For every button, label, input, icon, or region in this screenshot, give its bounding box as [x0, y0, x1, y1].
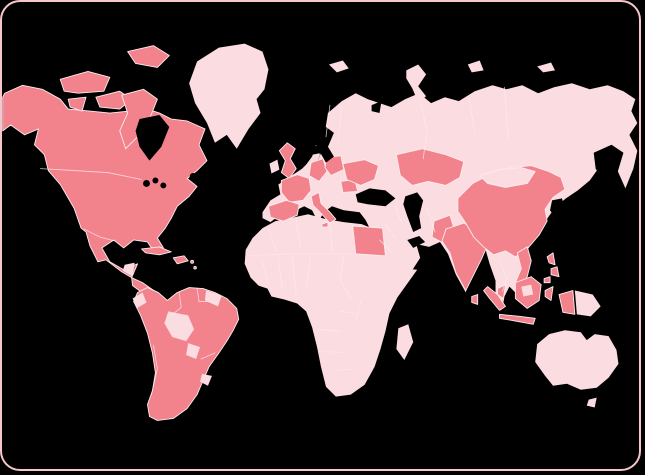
region-tasmania[interactable]: [586, 397, 597, 408]
region-south-america[interactable]: [133, 287, 240, 421]
sa-borders: [151, 288, 216, 396]
skagerrak: [308, 144, 323, 155]
region-egypt[interactable]: [352, 225, 386, 257]
black-sea: [355, 188, 396, 207]
hudson-bay: [135, 115, 170, 161]
region-poland[interactable]: [324, 155, 345, 176]
region-uk[interactable]: [278, 142, 297, 179]
korea-cutout: [550, 198, 566, 223]
region-canadian-arctic[interactable]: [59, 45, 170, 150]
region-hispaniola[interactable]: [172, 255, 189, 265]
na-borders: [39, 168, 142, 242]
persian-gulf: [407, 236, 426, 248]
region-novaya-zemlya[interactable]: [406, 64, 427, 103]
region-north-america[interactable]: [2, 84, 208, 279]
sea-of-okhotsk: [593, 144, 624, 185]
region-spain[interactable]: [268, 199, 300, 222]
region-china[interactable]: [457, 165, 566, 258]
region-sri-lanka[interactable]: [471, 294, 479, 305]
region-kalimantan-patch[interactable]: [521, 284, 534, 297]
russia-borders: [418, 86, 509, 160]
region-madagascar[interactable]: [396, 324, 414, 360]
europe-borders: [325, 104, 343, 142]
region-paraguay[interactable]: [186, 343, 201, 359]
baltic-sea: [316, 126, 334, 163]
region-philippines[interactable]: [543, 252, 560, 284]
region-italy[interactable]: [310, 191, 337, 224]
region-ecuador[interactable]: [132, 292, 147, 309]
great-lake-3: [160, 182, 167, 189]
region-guyana-suriname[interactable]: [204, 290, 222, 307]
region-ireland[interactable]: [269, 159, 280, 174]
region-eurasia[interactable]: [262, 83, 638, 309]
great-lake-2: [152, 177, 159, 184]
white-sea: [371, 101, 382, 114]
region-bolivia[interactable]: [164, 311, 195, 342]
region-greenland[interactable]: [189, 43, 269, 149]
region-papua-new-guinea[interactable]: [574, 290, 601, 317]
gulf-st-lawrence: [189, 173, 197, 180]
region-guatemala[interactable]: [122, 262, 135, 277]
region-cuba[interactable]: [141, 246, 172, 256]
great-lake-1: [143, 179, 150, 187]
mideast-borders: [379, 205, 436, 253]
region-antilles[interactable]: [190, 259, 197, 270]
caspian-sea: [403, 192, 424, 233]
region-severnaya-zemlya[interactable]: [467, 60, 484, 73]
region-africa[interactable]: [244, 214, 418, 397]
region-kazakhstan[interactable]: [395, 148, 465, 186]
region-west-new-guinea[interactable]: [558, 290, 576, 315]
region-sumatra[interactable]: [483, 286, 506, 311]
region-sicily[interactable]: [321, 221, 329, 228]
region-mongolia[interactable]: [479, 167, 536, 188]
region-uruguay[interactable]: [200, 373, 212, 386]
region-australia[interactable]: [535, 330, 619, 390]
region-java[interactable]: [499, 313, 536, 325]
country-border-lines: [39, 86, 509, 396]
world-map[interactable]: [2, 2, 641, 471]
region-germany[interactable]: [308, 158, 328, 182]
region-svalbard[interactable]: [328, 60, 349, 73]
region-ukraine[interactable]: [342, 159, 379, 186]
inland-seas: [135, 101, 624, 248]
region-france[interactable]: [280, 174, 312, 203]
region-sulawesi[interactable]: [544, 286, 554, 301]
region-new-siberian-islands[interactable]: [537, 62, 556, 73]
seasia-borders: [500, 261, 507, 292]
africa-borders: [246, 217, 363, 372]
